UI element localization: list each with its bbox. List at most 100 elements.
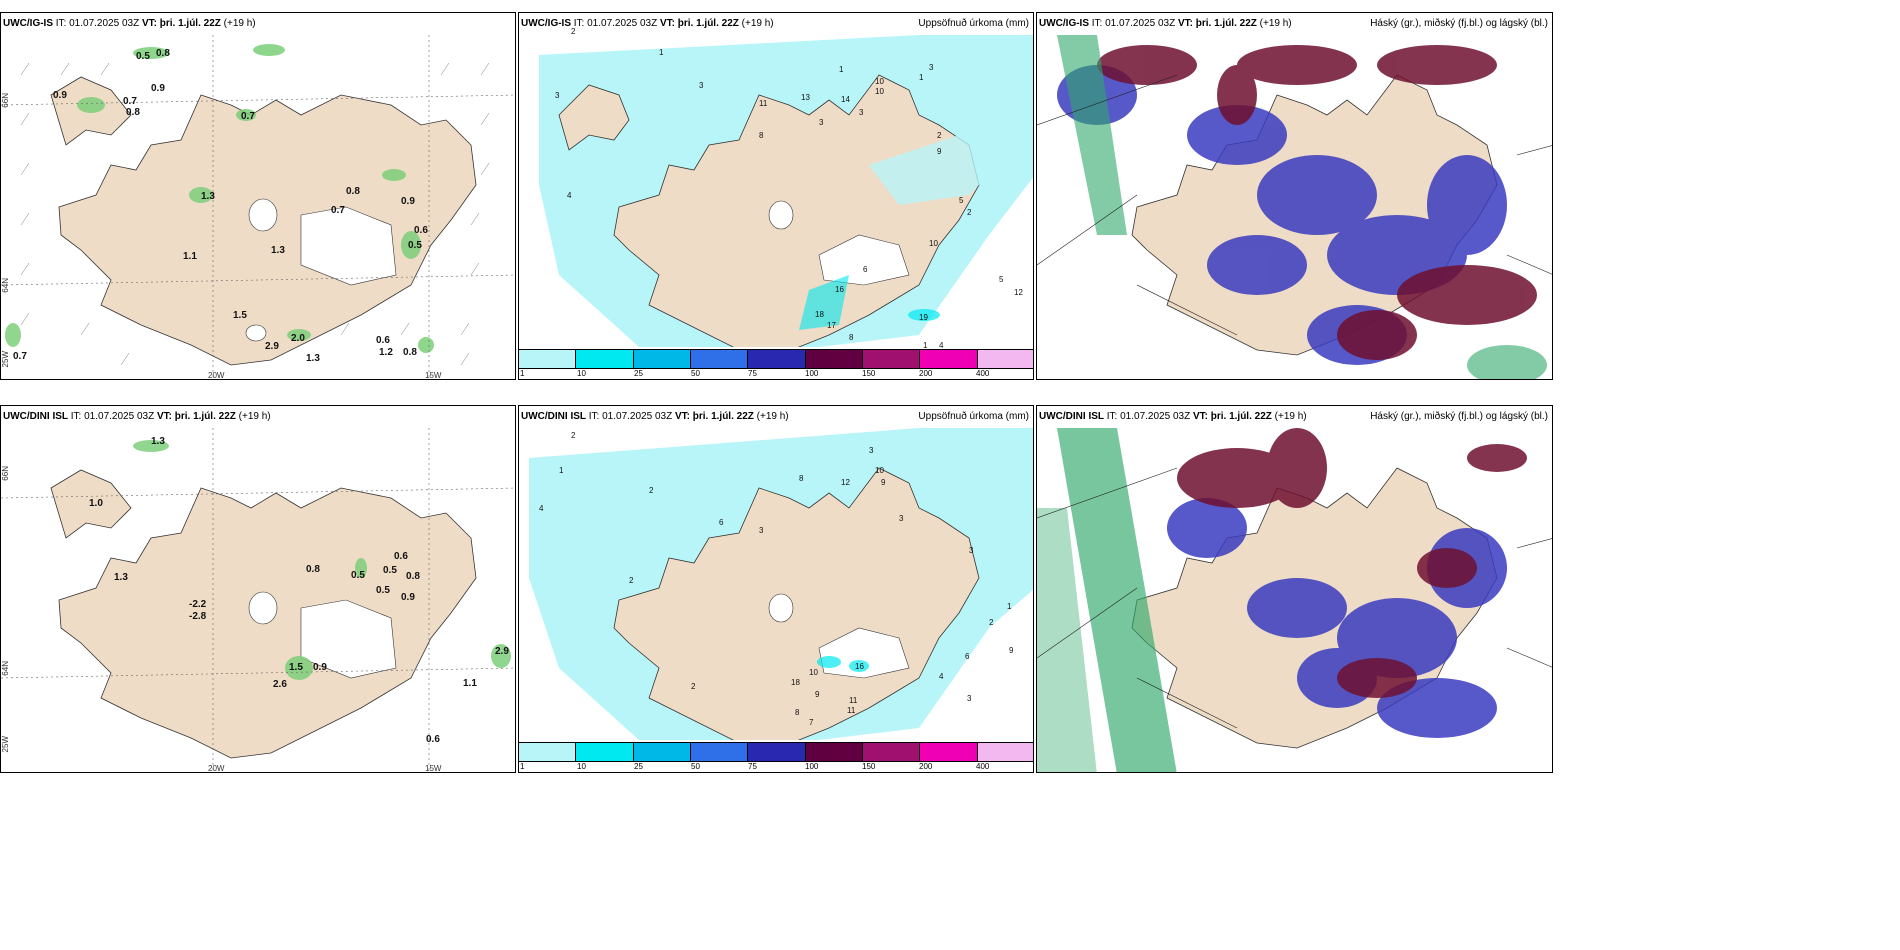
precip-label: 11 [847,706,856,715]
init-time: IT: 01.07.2025 03Z [573,18,658,29]
model-name: UWC/DINI ISL [1039,411,1104,422]
precip-label: 1 [559,466,564,475]
lon-label: 20W [208,764,225,773]
wind-label: 0.5 [136,51,150,62]
lat-label: 64N [1,278,10,293]
colorbar-bin [690,743,749,761]
colorbar-bin [920,743,978,761]
colorbar-tick: 50 [691,369,700,378]
precip-label: 10 [875,466,884,475]
precip-label: 3 [859,108,864,117]
precip-label: 4 [939,341,944,350]
vt-label: VT: [1192,411,1208,422]
wind-label: 0.5 [351,570,365,581]
precip-label: 8 [759,131,764,140]
lead-time: (+19 h) [741,18,774,29]
colorbar-tick: 150 [862,369,876,378]
init-time: IT: 01.07.2025 03Z [588,411,673,422]
valid-time: þri. 1.júl. 22Z [677,18,739,29]
panel-header: UWC/IG-IS IT: 01.07.2025 03Z VT: þri. 1.… [519,13,1033,35]
wind-label: -2.8 [189,611,207,622]
precip-label: 3 [969,546,974,555]
precip-label: 17 [827,321,836,330]
model-name: UWC/IG-IS [1039,18,1089,29]
precip-label: 2 [649,486,654,495]
lat-label: 25W [1,351,10,368]
colorbar-bin [748,350,806,368]
precip-label: 10 [809,668,818,677]
panel-header: UWC/DINI ISL IT: 01.07.2025 03Z VT: þri.… [519,406,1033,428]
wind-label: 2.9 [495,646,509,657]
precip-label: 1 [919,73,924,82]
precip-label: 6 [719,518,724,527]
lat-label: 66N [1,93,10,108]
precip-label: 1 [923,341,928,350]
colorbar-tick: 200 [919,762,933,771]
colorbar-tick: 25 [634,369,643,378]
precip-label: 8 [795,708,800,717]
colorbar-tick: 1 [520,762,525,771]
init-time: IT: 01.07.2025 03Z [55,18,140,29]
init-time: IT: 01.07.2025 03Z [70,411,155,422]
cloud-title: Háský (gr.), miðský (fj.bl.) og lágský (… [1370,18,1548,29]
precip-label: 10 [875,87,884,96]
precip-label: 1 [1007,602,1012,611]
precip-label: 2 [691,682,696,691]
precip-label: 10 [875,77,884,86]
vt-label: VT: [659,18,675,29]
wind-label: 1.3 [151,436,165,447]
lon-label: 15W [425,764,442,773]
lead-time: (+19 h) [1274,411,1307,422]
wind-map [1,35,515,379]
wind-label: 1.3 [201,191,215,202]
precip-label: 5 [959,196,964,205]
colorbar-bin [862,350,921,368]
precip-colorbar [519,349,1033,369]
wind-label: 0.7 [13,351,27,362]
cloud-map [1037,428,1552,772]
precip-label: 2 [989,618,994,627]
precip-label: 4 [939,672,944,681]
wind-label: 0.9 [313,662,327,673]
init-time: IT: 01.07.2025 03Z [1091,18,1176,29]
precip-label: 6 [965,652,970,661]
lead-time: (+19 h) [223,18,256,29]
precip-label: 2 [571,431,576,440]
wind-map [1,428,515,772]
colorbar-bin [920,350,978,368]
colorbar-tick: 100 [805,762,819,771]
wind-label: 1.1 [463,678,477,689]
precip-label: 11 [849,696,858,705]
colorbar-tick: 200 [919,369,933,378]
precip-label: 16 [855,662,864,671]
wind-label: -2.2 [189,599,207,610]
precip-label: 19 [919,313,928,322]
panel-header: UWC/IG-IS IT: 01.07.2025 03Z VT: þri. 1.… [1037,13,1552,35]
wind-label: 0.8 [156,48,170,59]
model-name: UWC/IG-IS [3,18,53,29]
wind-label: 0.8 [126,107,140,118]
wind-label: 1.3 [271,245,285,256]
precip-label: 8 [849,333,854,342]
wind-label: 1.5 [233,310,247,321]
wind-label: 1.0 [89,498,103,509]
cloud-map-panel-bottom: UWC/DINI ISL IT: 01.07.2025 03Z VT: þri.… [1036,405,1553,773]
colorbar-tick: 100 [805,369,819,378]
colorbar-bin [977,350,1033,368]
wind-label: 1.3 [114,572,128,583]
precip-label: 2 [967,208,972,217]
colorbar-tick: 10 [577,762,586,771]
colorbar-tick: 1 [520,369,525,378]
panel-header: UWC/IG-IS IT: 01.07.2025 03Z VT: þri. 1.… [1,13,515,35]
precip-label: 16 [835,285,844,294]
colorbar-bin [862,743,921,761]
vt-label: VT: [674,411,690,422]
wind-label: 0.6 [414,225,428,236]
precip-label: 3 [819,118,824,127]
precip-label: 3 [699,81,704,90]
precip-label: 6 [863,265,868,274]
wind-label: 0.5 [408,240,422,251]
lat-label: 64N [1,661,10,676]
precip-label: 5 [999,275,1004,284]
wind-label: 1.5 [289,662,303,673]
